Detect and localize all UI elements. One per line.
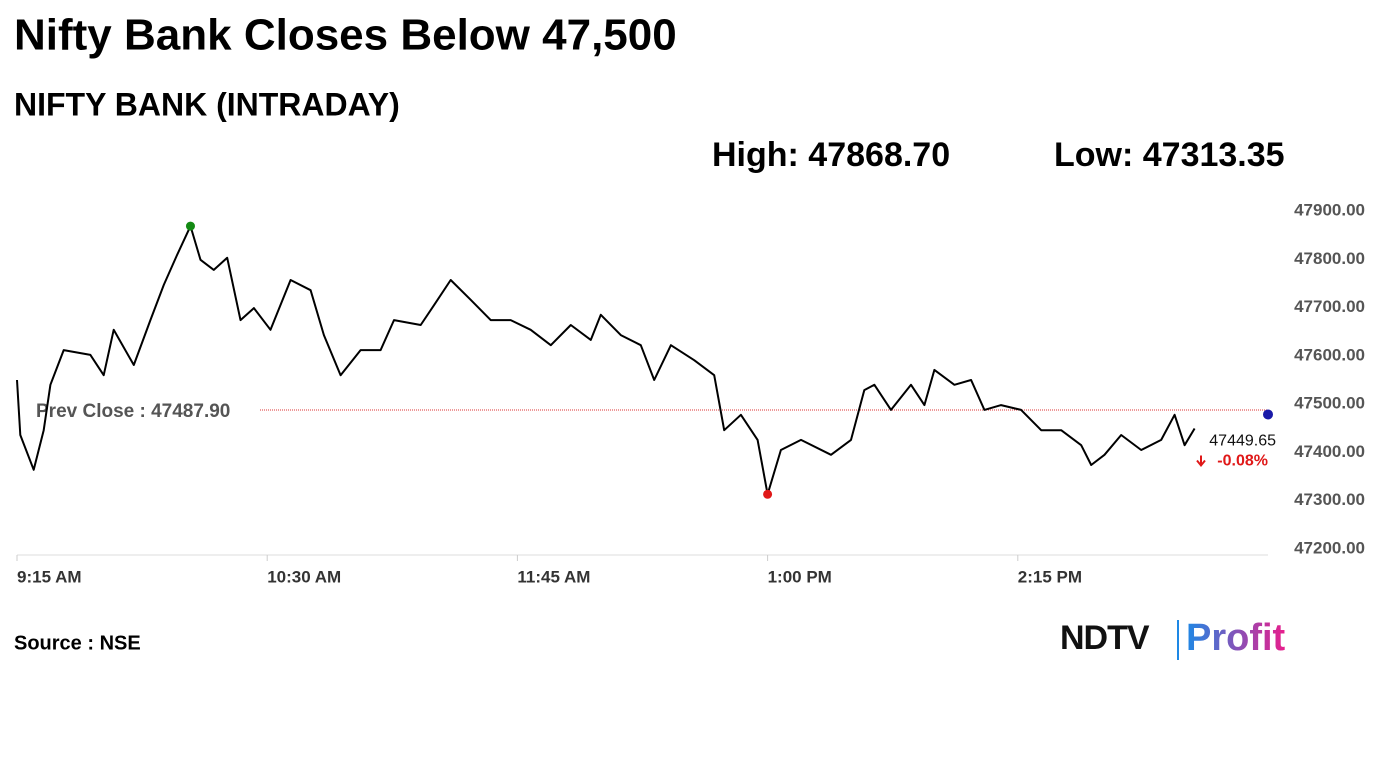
x-tick-label: 1:00 PM xyxy=(768,567,832,586)
x-tick-label: 2:15 PM xyxy=(1018,567,1082,586)
chart-title: Nifty Bank Closes Below 47,500 xyxy=(14,11,677,60)
x-tick-label: 9:15 AM xyxy=(17,567,82,586)
source: Source : NSE xyxy=(14,632,141,654)
logo-ndtv: NDTV xyxy=(1060,619,1150,657)
y-tick-label: 47800.00 xyxy=(1294,249,1365,268)
x-tick-label: 11:45 AM xyxy=(517,567,590,586)
chart-subtitle: NIFTY BANK (INTRADAY) xyxy=(14,86,400,122)
x-tick-label: 10:30 AM xyxy=(267,567,341,586)
y-tick-label: 47200.00 xyxy=(1294,538,1365,557)
low-label: Low: 47313.35 xyxy=(1054,136,1285,174)
y-tick-label: 47500.00 xyxy=(1294,394,1365,413)
price-line xyxy=(16,225,1196,496)
prev-close-label: Prev Close : 47487.90 xyxy=(36,401,230,422)
high-marker xyxy=(185,221,195,231)
change-label: -0.08% xyxy=(1217,453,1268,470)
logo-profit: Profit xyxy=(1186,617,1286,659)
y-tick-label: 47900.00 xyxy=(1294,200,1365,219)
y-tick-label: 47400.00 xyxy=(1294,442,1365,461)
y-tick-label: 47700.00 xyxy=(1294,297,1365,316)
low-marker xyxy=(763,489,773,499)
y-tick-label: 47300.00 xyxy=(1294,490,1365,509)
last-marker xyxy=(1263,409,1273,420)
down-arrow xyxy=(1196,455,1206,468)
last-value: 47449.65 xyxy=(1209,433,1276,450)
y-tick-label: 47600.00 xyxy=(1294,345,1365,364)
high-label: High: 47868.70 xyxy=(712,136,950,174)
